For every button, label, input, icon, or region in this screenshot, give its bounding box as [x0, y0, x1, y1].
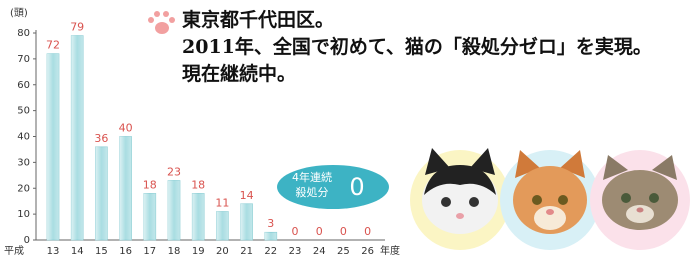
x-suffix: 年度: [380, 244, 400, 256]
x-tick-label: 14: [71, 246, 84, 256]
x-tick-label: 21: [240, 246, 253, 256]
headline: 2011年、全国で初めて、猫の「殺処分ゼロ」を実現。: [182, 35, 652, 58]
bar-shine: [95, 147, 107, 240]
x-tick-label: 15: [95, 246, 108, 256]
cat-photos: [410, 148, 690, 250]
x-tick-label: 16: [119, 246, 132, 256]
y-tick-label: 30: [17, 157, 30, 168]
value-label: 0: [340, 225, 347, 238]
value-label: 18: [191, 178, 205, 191]
value-label: 0: [364, 225, 371, 238]
bar-shine: [144, 193, 156, 240]
page: 東京都千代田区。 2011年、全国で初めて、猫の「殺処分ゼロ」を実現。 現在継続…: [0, 0, 694, 256]
x-tick-label: 23: [289, 246, 302, 256]
x-tick-label: 25: [337, 246, 350, 256]
x-tick-label: 13: [47, 246, 60, 256]
value-label: 0: [292, 225, 299, 238]
headline: 東京都千代田区。: [182, 8, 334, 31]
badge-text: 4年連続: [292, 170, 332, 184]
bar-shine: [47, 54, 59, 240]
y-tick-label: 60: [17, 80, 30, 91]
value-label: 36: [94, 132, 108, 145]
y-tick-label: 10: [17, 209, 30, 220]
bar-shine: [120, 137, 132, 241]
x-tick-label: 26: [361, 246, 374, 256]
value-label: 0: [316, 225, 323, 238]
headline: 現在継続中。: [182, 62, 296, 85]
bar-shine: [216, 212, 228, 240]
paw-icon: [148, 11, 175, 34]
x-prefix: 平成: [4, 245, 24, 256]
value-label: 40: [119, 122, 133, 135]
y-tick-label: 50: [17, 106, 30, 117]
bar-shine: [168, 180, 180, 240]
y-tick-label: 40: [17, 132, 30, 143]
value-label: 11: [215, 197, 229, 210]
value-label: 23: [167, 165, 181, 178]
badge: 4年連続 殺処分 0: [277, 165, 389, 209]
value-label: 14: [240, 189, 254, 202]
badge-value: 0: [349, 173, 364, 201]
value-label: 3: [267, 217, 274, 230]
x-tick-label: 24: [313, 246, 326, 256]
y-unit: (頭): [10, 7, 28, 19]
y-tick-label: 20: [17, 183, 30, 194]
x-tick-label: 17: [143, 246, 156, 256]
chart: 東京都千代田区。 2011年、全国で初めて、猫の「殺処分ゼロ」を実現。 現在継続…: [0, 0, 694, 256]
x-tick-label: 22: [264, 246, 277, 256]
x-tick-label: 19: [192, 246, 205, 256]
y-tick-label: 70: [17, 54, 30, 65]
badge-text: 殺処分: [296, 185, 329, 199]
y-tick-label: 0: [24, 235, 30, 246]
value-label: 18: [143, 178, 157, 191]
x-tick-label: 20: [216, 246, 229, 256]
value-label: 72: [46, 39, 60, 52]
bar-shine: [241, 204, 253, 240]
value-label: 79: [70, 21, 84, 34]
bar-shine: [265, 232, 277, 240]
bar-shine: [192, 193, 204, 240]
bar-shine: [71, 36, 83, 240]
y-tick-label: 80: [17, 28, 30, 39]
x-tick-label: 18: [168, 246, 181, 256]
